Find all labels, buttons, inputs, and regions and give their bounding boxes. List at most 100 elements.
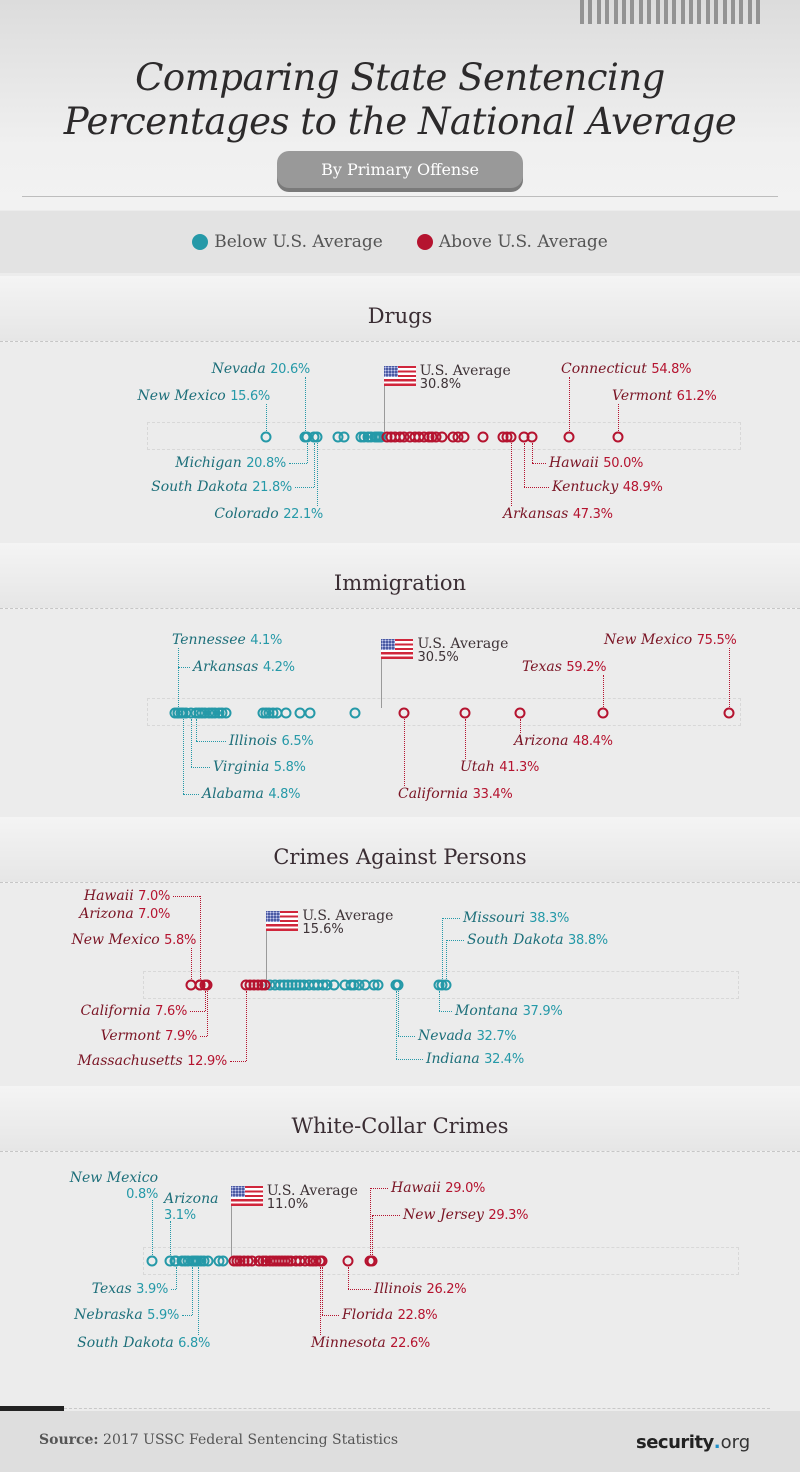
us-average-pole — [383, 366, 385, 432]
state-label: Utah 41.3% — [460, 759, 539, 776]
state-name: Arkansas — [503, 506, 569, 522]
us-average-pole — [230, 1186, 232, 1256]
data-point[interactable] — [328, 979, 340, 991]
data-point[interactable] — [311, 431, 323, 443]
state-name: California — [398, 786, 469, 802]
state-value: 32.4% — [484, 1052, 524, 1067]
data-point[interactable] — [259, 979, 271, 991]
state-label: Nevada 32.7% — [418, 1028, 517, 1045]
data-point[interactable] — [260, 431, 272, 443]
us-flag-icon — [381, 639, 414, 659]
state-label: Vermont 7.9% — [100, 1028, 198, 1045]
legend: Below U.S. Average Above U.S. Average — [0, 211, 800, 273]
footer-divider — [64, 1408, 770, 1409]
data-point[interactable] — [342, 1255, 354, 1267]
data-point[interactable] — [201, 979, 213, 991]
section-header-immigration: Immigration — [0, 543, 800, 609]
legend-above-label: Above U.S. Average — [438, 232, 608, 252]
leader-line — [441, 918, 443, 979]
barcode-decoration — [580, 0, 765, 24]
leader-line — [618, 404, 620, 431]
data-point[interactable] — [440, 979, 452, 991]
barcode-bar — [756, 0, 761, 24]
data-point[interactable] — [366, 1255, 378, 1267]
barcode-bar — [714, 0, 719, 24]
data-point[interactable] — [240, 979, 252, 991]
section-title: Crimes Against Persons — [273, 845, 527, 869]
leader-line — [320, 1267, 322, 1335]
data-point[interactable] — [316, 1255, 328, 1267]
barcode-bar — [747, 0, 752, 24]
state-value: 3.1% — [164, 1208, 196, 1223]
state-value: 5.8% — [164, 933, 196, 948]
data-point[interactable] — [304, 707, 316, 719]
data-point[interactable] — [458, 431, 470, 443]
leader-line — [196, 741, 226, 742]
data-point[interactable] — [217, 1255, 229, 1267]
state-value: 7.0% — [138, 907, 170, 922]
state-value: 29.0% — [445, 1181, 486, 1196]
state-name: New Mexico — [69, 1170, 158, 1186]
data-point[interactable] — [398, 707, 410, 719]
leader-line — [348, 1267, 350, 1289]
us-average-value: 15.6% — [302, 922, 344, 937]
state-name: Montana — [455, 1003, 519, 1019]
data-point[interactable] — [372, 979, 384, 991]
data-point[interactable] — [220, 707, 232, 719]
leader-line — [200, 922, 202, 979]
data-point[interactable] — [505, 431, 517, 443]
data-point[interactable] — [146, 1255, 158, 1267]
data-point[interactable] — [597, 707, 609, 719]
state-label: Tennessee 4.1% — [172, 632, 282, 649]
state-name: Vermont — [100, 1028, 161, 1044]
leader-line — [173, 896, 201, 897]
brand-dot: . — [713, 1432, 721, 1453]
barcode-bar — [621, 0, 626, 24]
data-point[interactable] — [612, 431, 624, 443]
state-label: Hawaii 50.0% — [549, 455, 643, 472]
data-point[interactable] — [190, 707, 202, 719]
state-name: New Mexico — [604, 632, 693, 648]
data-point[interactable] — [392, 979, 404, 991]
data-point[interactable] — [349, 707, 361, 719]
state-name: Texas — [522, 659, 562, 675]
state-label: Minnesota 22.6% — [311, 1335, 430, 1352]
brand-logo[interactable]: security.org — [636, 1432, 750, 1453]
leader-line — [198, 1267, 200, 1335]
us-average-pole — [266, 911, 268, 980]
red-dot-icon — [416, 234, 433, 250]
data-point[interactable] — [294, 707, 306, 719]
data-point[interactable] — [514, 707, 526, 719]
data-point[interactable] — [526, 431, 538, 443]
state-label: Hawaii 7.0% — [84, 888, 170, 905]
state-name: Colorado — [214, 506, 279, 522]
us-average-label: U.S. Average 30.5% — [417, 637, 508, 665]
plot-track — [147, 698, 741, 726]
legend-item-below: Below U.S. Average — [192, 232, 383, 252]
plot-track — [143, 1247, 739, 1275]
us-average-pole — [381, 639, 383, 708]
barcode-bar — [580, 0, 584, 24]
state-label: Florida 22.8% — [342, 1307, 438, 1324]
barcode-bar — [638, 0, 643, 24]
title-line-2: Percentages to the National Average — [63, 100, 737, 143]
flag-canton — [383, 366, 398, 377]
data-point[interactable] — [459, 707, 471, 719]
state-value: 26.2% — [426, 1282, 467, 1297]
state-name: Kentucky — [552, 479, 619, 495]
barcode-bar — [647, 0, 652, 24]
data-point[interactable] — [436, 431, 448, 443]
data-point[interactable] — [723, 707, 735, 719]
data-point[interactable] — [192, 1255, 204, 1267]
data-point[interactable] — [563, 431, 575, 443]
state-name: California — [80, 1003, 151, 1019]
leader-line — [322, 1267, 324, 1315]
state-label: Arkansas 4.2% — [193, 659, 295, 676]
data-point[interactable] — [338, 431, 350, 443]
state-value: 4.8% — [268, 787, 301, 802]
data-point[interactable] — [170, 1255, 182, 1267]
data-point[interactable] — [280, 707, 292, 719]
data-point[interactable] — [477, 431, 489, 443]
barcode-bar — [697, 0, 702, 24]
section-title: Drugs — [367, 304, 433, 328]
